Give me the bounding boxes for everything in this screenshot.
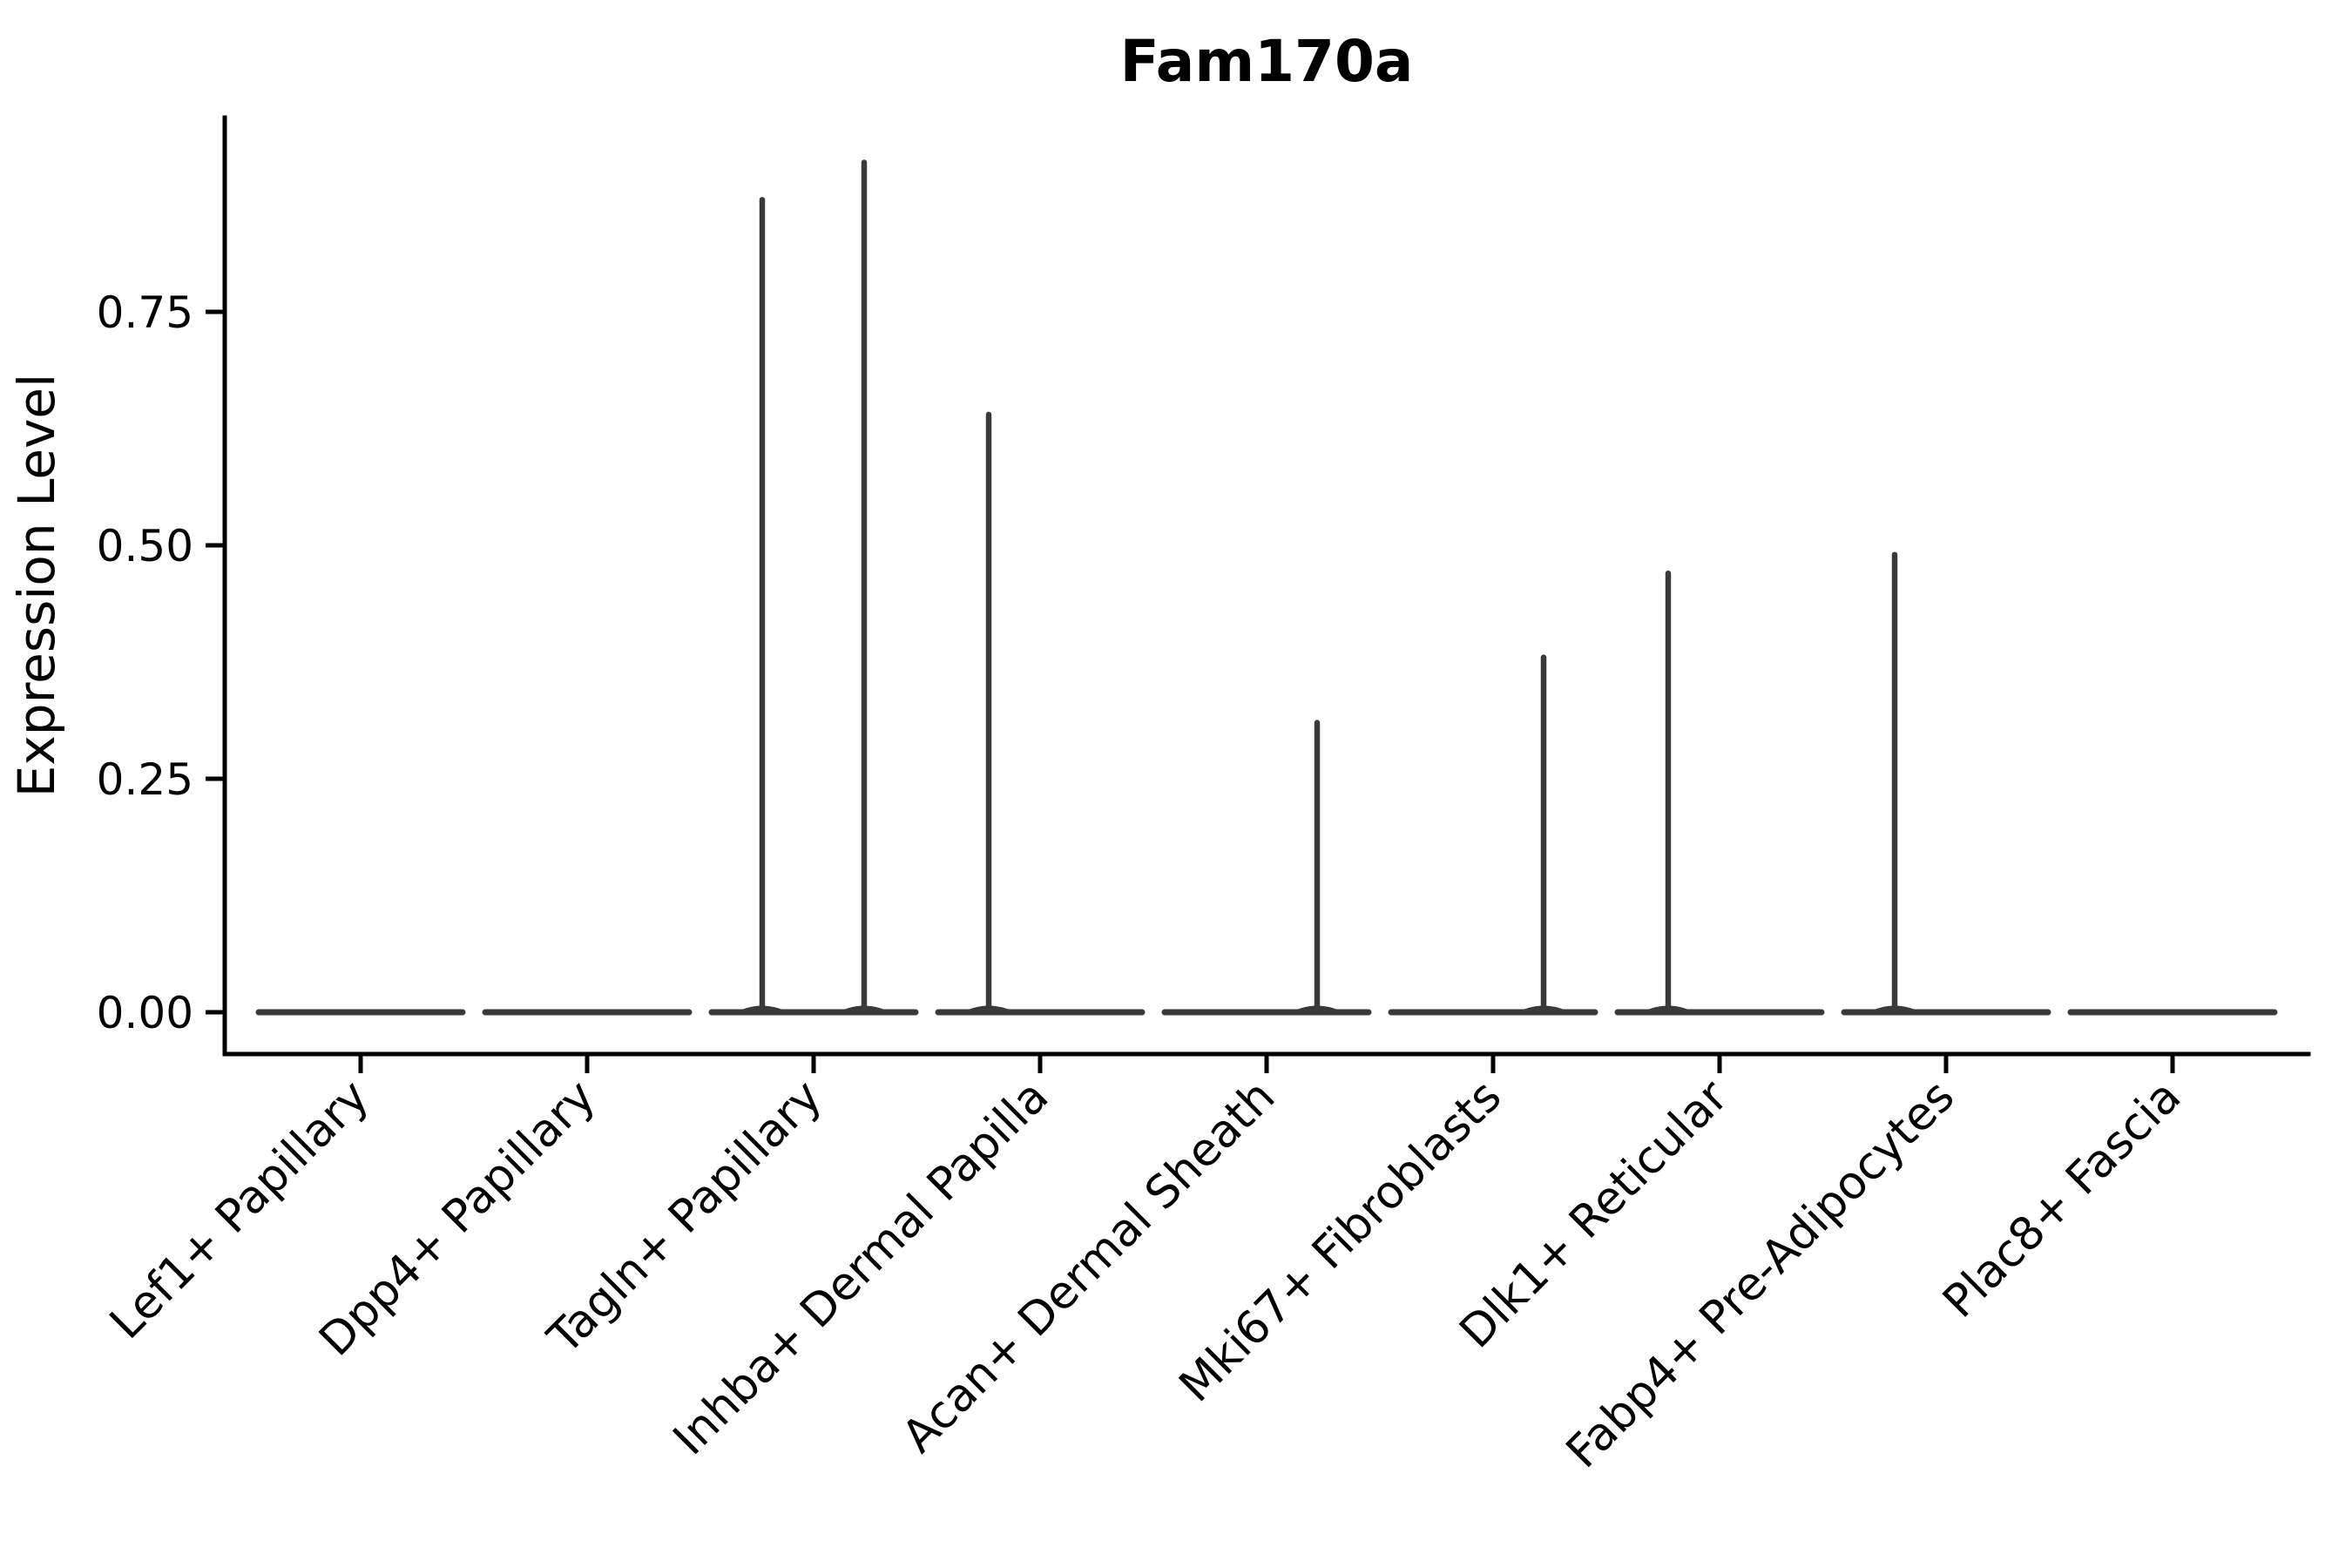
y-tick-label: 0.75 bbox=[97, 287, 193, 338]
violins-layer bbox=[255, 159, 2278, 1016]
y-tick-label: 0.25 bbox=[97, 754, 193, 805]
x-tick-label: Fabp4+ Pre-Adipocytes bbox=[1557, 1071, 1964, 1478]
y-axis-title: Expression Level bbox=[7, 374, 66, 797]
axes-layer bbox=[206, 115, 2311, 1073]
plot-title: Fam170a bbox=[1120, 28, 1414, 95]
x-tick-label: Inhba+ Dermal Papilla bbox=[664, 1071, 1058, 1465]
y-tick-label: 0.00 bbox=[97, 988, 193, 1038]
y-tick-label: 0.50 bbox=[97, 521, 193, 571]
x-tick-label: Acan+ Dermal Sheath bbox=[893, 1071, 1286, 1463]
x-tick-label: Plac8+ Fascia bbox=[1933, 1071, 2191, 1328]
